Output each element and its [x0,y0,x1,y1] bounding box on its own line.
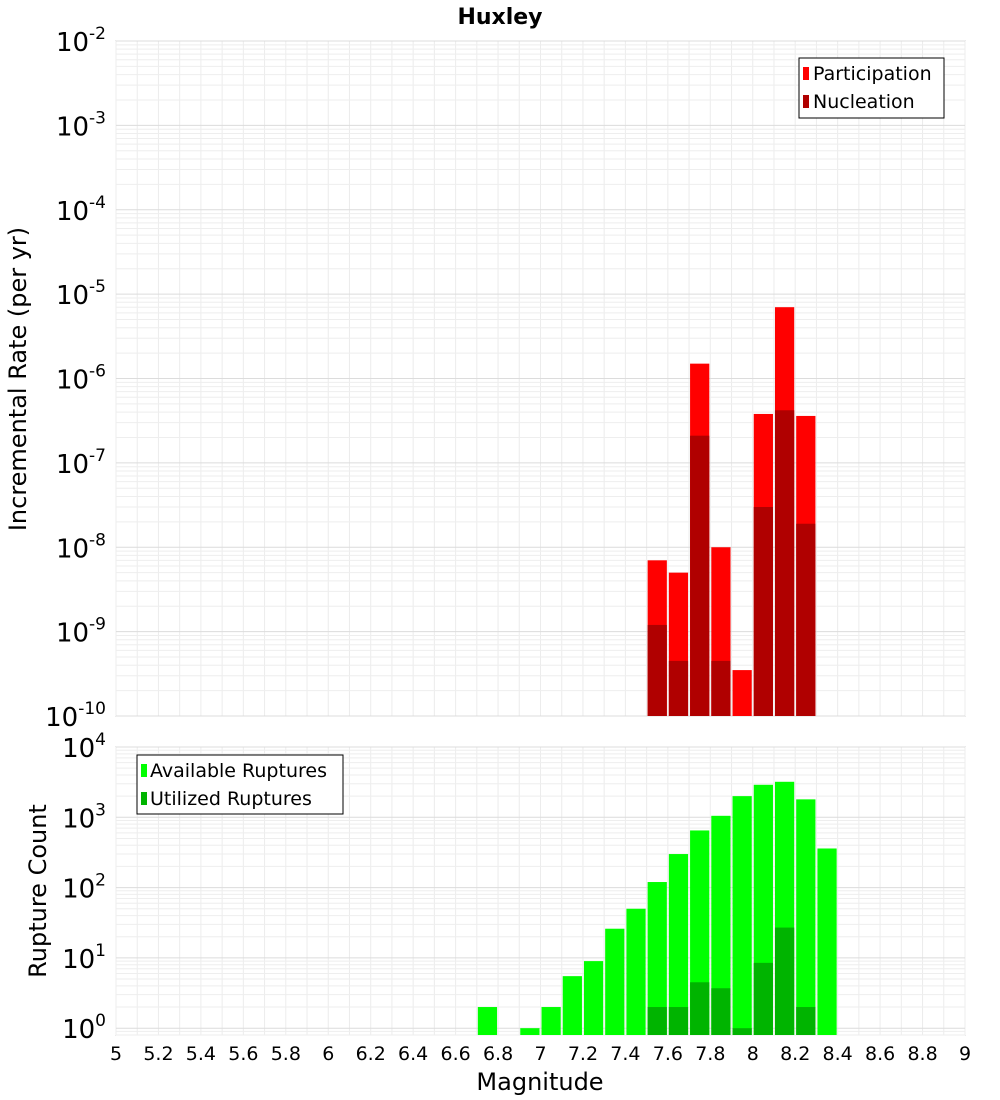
y-tick-label: 10-6 [56,362,106,396]
x-tick-label: 8.6 [865,1043,895,1065]
y-tick-label: 10-8 [56,530,106,564]
y-tick-label: 10-5 [56,277,106,311]
x-tick-label: 8.2 [780,1043,810,1065]
x-tick-labels: 5 5.2 5.4 5.6 5.8 6 6.2 6.4 6.6 6.8 7 7.2 7.4 7.6 7.8 8… [110,1043,971,1065]
nucleation-bar [774,410,795,716]
utilized-ruptures-bar [732,1028,752,1035]
utilized-ruptures-bar [647,1007,667,1035]
utilized-ruptures-bar [753,962,773,1035]
x-axis-title: Magnitude [476,1068,603,1096]
chart-title: Huxley [457,5,542,30]
rate-bars [647,307,816,716]
x-tick-label: 5.6 [228,1043,258,1065]
y-tick-label: 10-9 [56,615,106,649]
y-tick-label: 104 [62,730,106,764]
utilized-ruptures-legend-label: Utilized Ruptures [150,788,312,810]
nucleation-bar [796,523,816,716]
nucleation-swatch [803,95,809,108]
available-ruptures-bar [605,928,625,1035]
rate-y-tick-labels: 10-2 10-3 10-4 10-5 10-6 10-7 10-8 10-9 10-10 [45,24,106,733]
nucleation-bar [690,435,710,716]
available-ruptures-bar [477,1007,498,1035]
utilized-ruptures-bar [711,988,731,1035]
y-tick-label: 10-2 [56,24,106,58]
x-tick-label: 5 [110,1043,122,1065]
available-ruptures-bar [562,976,582,1035]
available-ruptures-bar [668,854,689,1035]
rate-y-axis-title: Incremental Rate (per yr) [4,227,32,531]
available-ruptures-legend-label: Available Ruptures [150,760,327,782]
x-tick-label: 6.4 [398,1043,428,1065]
nucleation-bar [753,506,773,716]
available-ruptures-bar [541,1007,561,1035]
count-legend: Available Ruptures Utilized Ruptures [136,754,344,815]
x-tick-label: 8.8 [907,1043,937,1065]
rate-grid [115,40,966,717]
x-tick-label: 7.6 [653,1043,683,1065]
rate-plot: 10-2 10-3 10-4 10-5 10-6 10-7 10-8 10-9 10-10 [45,24,966,733]
nucleation-bar [647,624,667,716]
y-tick-label: 10-10 [45,699,106,733]
available-ruptures-bar [626,908,646,1035]
utilized-ruptures-bar [796,1007,816,1035]
participation-swatch [803,67,809,80]
available-ruptures-bar [647,882,667,1035]
x-tick-label: 7.8 [695,1043,725,1065]
available-ruptures-swatch [141,764,147,777]
x-tick-label: 8 [747,1043,759,1065]
available-ruptures-bar [732,796,752,1035]
participation-bar [732,670,752,716]
available-ruptures-bar [711,815,731,1035]
utilized-ruptures-bar [690,982,710,1035]
y-tick-label: 102 [62,871,106,905]
x-tick-label: 8.4 [823,1043,853,1065]
y-tick-label: 100 [62,1011,106,1045]
y-tick-label: 10-4 [56,193,106,227]
y-tick-label: 10-3 [56,108,106,142]
rate-legend-box [798,57,945,119]
x-tick-label: 9 [959,1043,971,1065]
nucleation-bar [668,660,689,716]
available-ruptures-bar [796,799,816,1035]
nucleation-legend-label: Nucleation [813,91,915,113]
rate-legend: Participation Nucleation [798,57,945,119]
utilized-ruptures-bar [668,1007,689,1035]
x-tick-label: 5.4 [186,1043,216,1065]
y-tick-label: 10-7 [56,446,106,480]
y-tick-label: 103 [62,800,106,834]
x-tick-label: 6.6 [440,1043,470,1065]
x-tick-label: 6.2 [356,1043,386,1065]
utilized-ruptures-swatch [141,792,147,805]
x-tick-label: 6 [322,1043,334,1065]
y-tick-label: 101 [62,941,106,975]
x-tick-label: 7 [534,1043,546,1065]
count-bars [477,781,837,1035]
count-y-tick-labels: 104 103 102 101 100 [62,730,106,1045]
available-ruptures-bar [583,961,604,1035]
count-legend-box [136,754,344,815]
count-y-axis-title: Rupture Count [24,804,52,978]
x-tick-label: 5.2 [143,1043,173,1065]
nucleation-bar [711,660,731,716]
available-ruptures-bar [817,848,837,1035]
available-ruptures-bar [520,1028,540,1035]
x-tick-label: 7.2 [568,1043,598,1065]
x-tick-label: 5.8 [271,1043,301,1065]
utilized-ruptures-bar [774,927,795,1035]
participation-legend-label: Participation [813,63,932,85]
x-tick-label: 6.8 [483,1043,513,1065]
x-tick-label: 7.4 [610,1043,640,1065]
